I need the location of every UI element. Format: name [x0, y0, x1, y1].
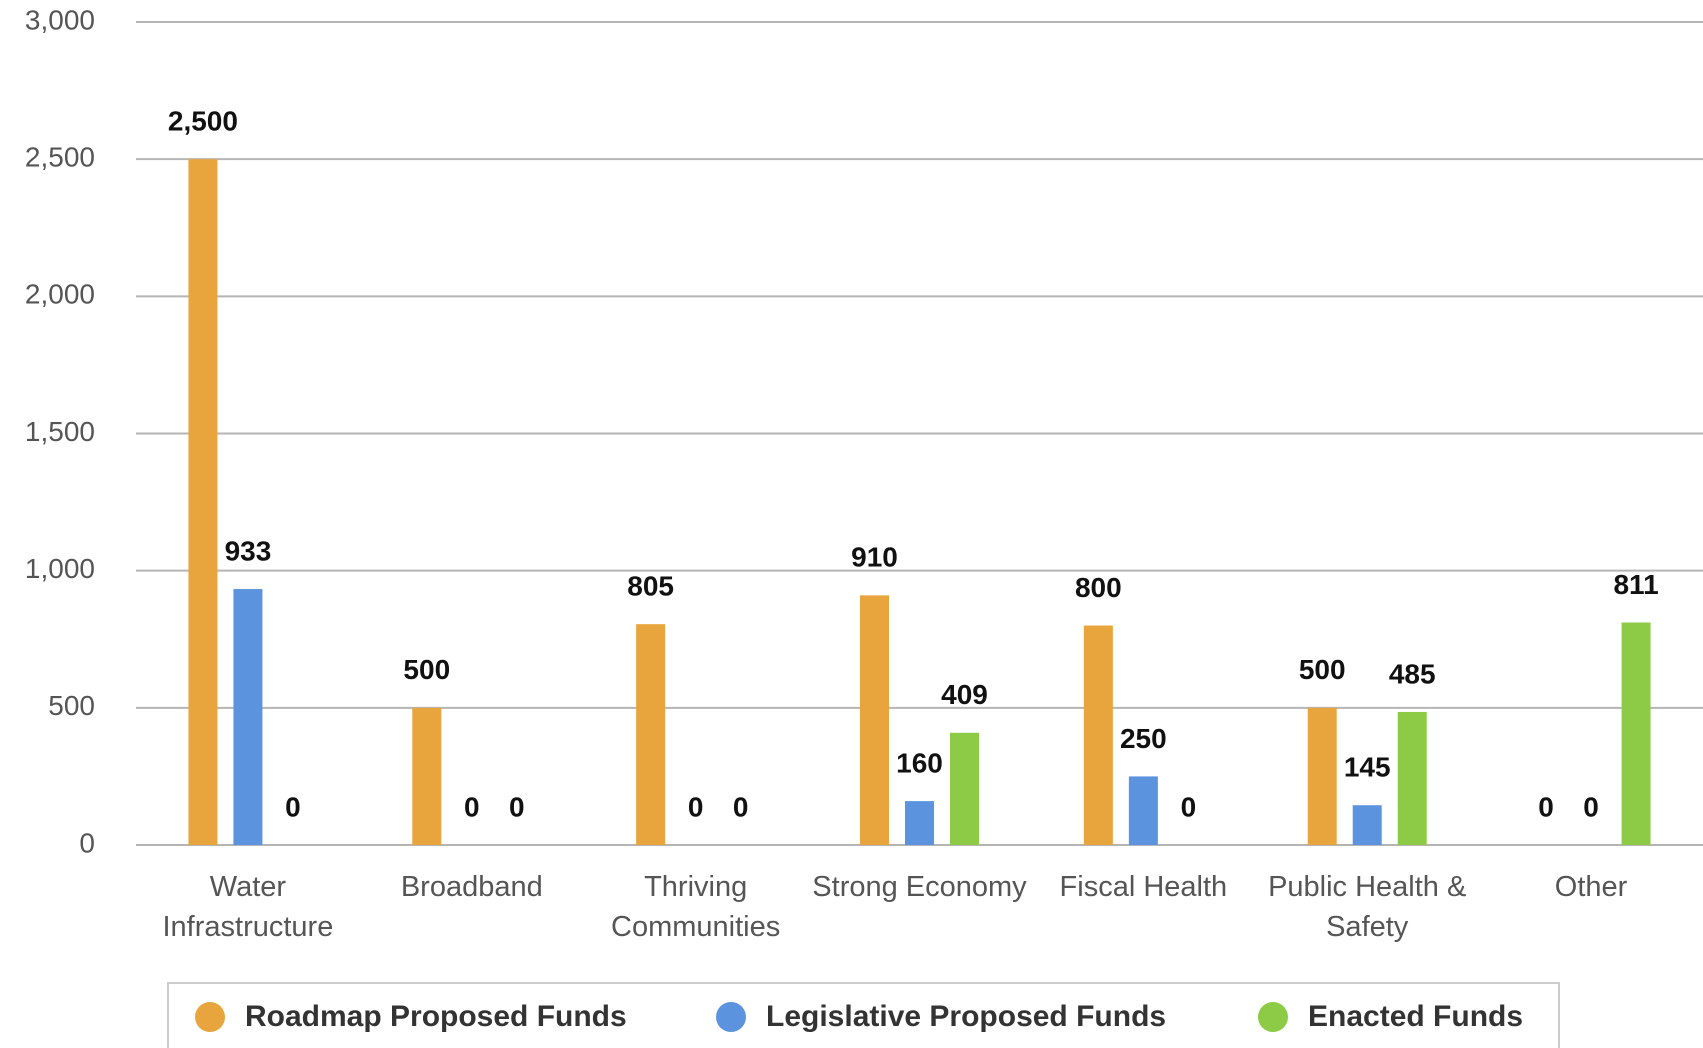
bar [905, 801, 934, 845]
data-label: 0 [1181, 791, 1197, 822]
data-label: 0 [1538, 791, 1554, 822]
data-label: 2,500 [168, 106, 238, 137]
data-label: 805 [627, 571, 674, 602]
bar [1128, 776, 1158, 845]
x-tick-label: Water Infrastructure [162, 871, 334, 943]
bar [1397, 711, 1427, 845]
data-label: 0 [464, 791, 480, 822]
data-label: 0 [285, 791, 301, 822]
data-label: 500 [403, 654, 450, 685]
y-tick-label: 0 [79, 827, 95, 858]
bar [950, 732, 979, 845]
y-tick-label: 1,000 [25, 553, 95, 584]
legend-marker [716, 1002, 746, 1032]
bar [188, 159, 218, 845]
bar [1352, 805, 1382, 845]
legend-marker [195, 1002, 225, 1032]
y-tick-label: 1,500 [25, 416, 95, 447]
data-label: 0 [688, 791, 704, 822]
legend-box [167, 982, 1560, 1048]
bar [636, 624, 666, 845]
x-tick-label: Public Health & Safety [1268, 871, 1467, 943]
bar [233, 589, 263, 845]
data-label: 485 [1389, 658, 1436, 689]
y-tick-label: 2,000 [25, 279, 95, 310]
data-label: 811 [1613, 569, 1658, 600]
legend-label: Enacted Funds [1308, 1000, 1523, 1033]
data-label: 933 [225, 535, 272, 566]
data-label: 0 [509, 791, 525, 822]
data-label: 500 [1299, 654, 1346, 685]
data-label: 800 [1075, 572, 1122, 603]
data-label: 910 [851, 542, 898, 573]
data-label: 145 [1344, 752, 1391, 783]
data-label: 160 [896, 747, 943, 778]
y-tick-label: 500 [48, 690, 95, 721]
bar [412, 707, 442, 845]
x-tick-label: Fiscal Health [1059, 871, 1228, 903]
bar [1083, 625, 1113, 845]
y-tick-label: 2,500 [25, 142, 95, 173]
x-tick-label: Thriving Communities [611, 871, 781, 943]
legend-marker [1258, 1002, 1288, 1032]
bar [1621, 622, 1651, 845]
x-tick-label: Broadband [400, 871, 543, 903]
legend-label: Roadmap Proposed Funds [245, 1000, 627, 1033]
data-label: 0 [1583, 791, 1599, 822]
legend-label: Legislative Proposed Funds [766, 1000, 1166, 1033]
data-label: 409 [941, 679, 988, 710]
bar [860, 595, 889, 845]
bar [1307, 707, 1337, 845]
x-tick-label: Other [1554, 871, 1628, 903]
data-label: 250 [1120, 723, 1167, 754]
x-tick-label: Strong Economy [812, 871, 1027, 903]
y-tick-label: 3,000 [25, 4, 95, 35]
data-label: 0 [733, 791, 749, 822]
